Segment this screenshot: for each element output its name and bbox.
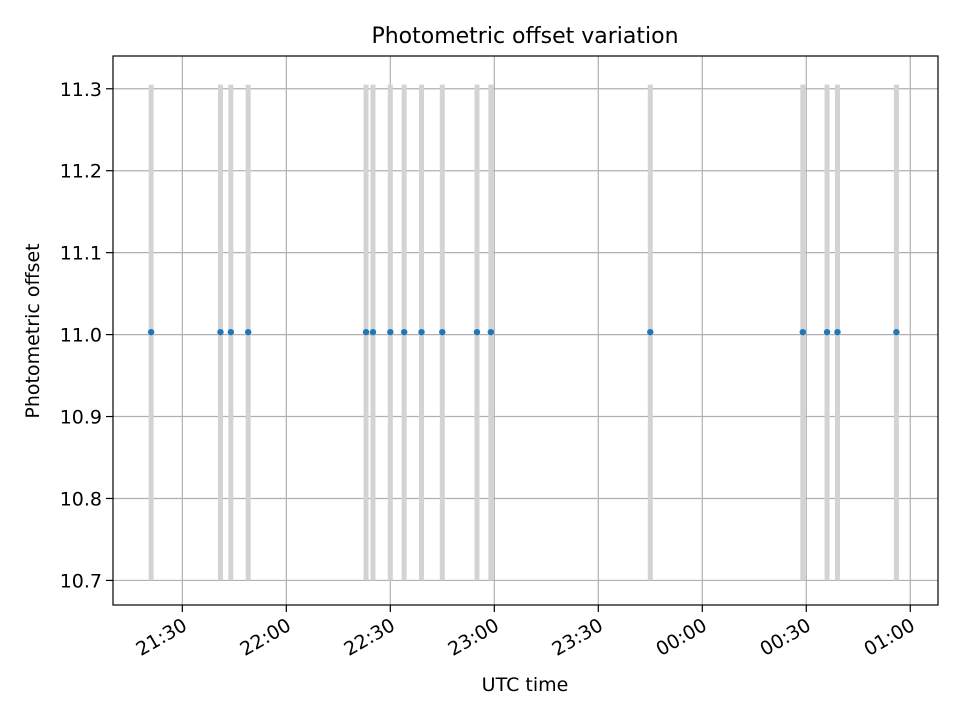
x-tick-label: 00:00 [652, 614, 710, 660]
data-point [893, 328, 900, 336]
x-tick-label: 23:00 [444, 614, 502, 660]
x-tick-label: 21:30 [132, 614, 190, 660]
data-point [217, 328, 224, 336]
grid-lines [113, 56, 938, 605]
y-axis-label: Photometric offset [22, 243, 44, 418]
data-points [147, 328, 900, 336]
x-tick-label: 22:30 [340, 614, 398, 660]
data-point [244, 328, 252, 336]
data-point [439, 328, 446, 336]
y-tick-label: 10.9 [60, 407, 102, 429]
y-tick-label: 11.0 [60, 325, 102, 347]
x-axis-label: UTC time [482, 674, 569, 696]
x-tick-label: 22:00 [236, 614, 294, 660]
data-point [369, 328, 377, 336]
x-tick-label: 01:00 [860, 614, 918, 660]
x-tick-label: 23:30 [548, 614, 606, 660]
x-tick-label: 00:30 [756, 614, 814, 660]
data-point [362, 328, 370, 336]
plot-frame [112, 55, 939, 606]
data-point [647, 328, 654, 336]
data-point [400, 328, 408, 336]
data-point [147, 328, 155, 336]
data-point [799, 328, 807, 336]
data-point [487, 328, 495, 336]
y-tick-label: 11.3 [60, 79, 102, 101]
y-tick-label: 10.8 [60, 488, 102, 510]
data-point [823, 328, 831, 336]
y-tick-label: 11.1 [60, 243, 102, 265]
x-axis-ticks: 21:30 22:00 22:30 23:00 23:30 00:00 00:30 01:00 [132, 605, 919, 661]
data-point [834, 328, 841, 336]
y-tick-label: 10.7 [60, 570, 102, 592]
y-axis-ticks: 10.7 10.8 10.9 11.0 11.1 11.2 11.3 [60, 79, 113, 592]
data-point [473, 328, 481, 336]
data-point [418, 328, 425, 336]
data-point [387, 328, 394, 336]
chart-title: Photometric offset variation [371, 24, 678, 49]
y-tick-label: 11.2 [60, 161, 102, 183]
data-point [227, 328, 235, 336]
error-bars [148, 84, 899, 581]
